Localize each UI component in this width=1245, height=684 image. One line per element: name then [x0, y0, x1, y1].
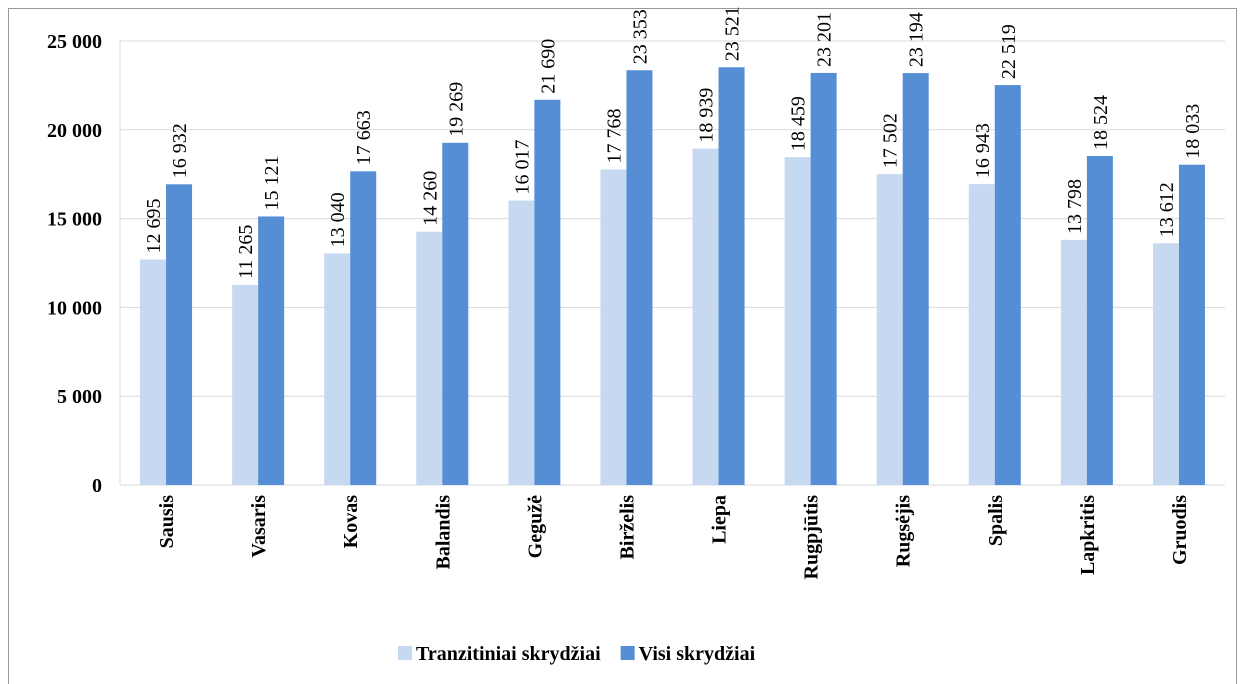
data-label: 19 269: [445, 82, 467, 137]
x-tick-label: Kovas: [340, 495, 362, 549]
bar: [1178, 164, 1205, 485]
x-tick-label: Liepa: [709, 495, 731, 544]
data-label: 11 265: [235, 225, 257, 279]
data-label: 22 519: [998, 24, 1020, 79]
bar: [442, 142, 469, 485]
bar: [324, 253, 351, 485]
data-label: 17 663: [353, 110, 375, 165]
x-tick-label: Spalis: [985, 495, 1007, 546]
data-label: 23 521: [722, 6, 744, 61]
data-label: 17 768: [603, 108, 625, 163]
y-tick-label: 25 000: [47, 31, 102, 53]
x-tick-label: Vasaris: [248, 495, 270, 558]
data-label: 17 502: [880, 113, 902, 168]
bar: [350, 171, 377, 485]
data-label: 16 943: [972, 123, 994, 178]
bar: [968, 184, 995, 485]
x-tick-label: Lapkritis: [1077, 495, 1099, 575]
bar: [876, 174, 903, 485]
bar: [232, 284, 259, 485]
bar: [692, 148, 719, 485]
data-label: 13 040: [327, 192, 349, 247]
y-tick-label: 20 000: [47, 120, 102, 142]
legend-label: Visi skrydžiai: [639, 643, 756, 665]
x-tick-label: Birželis: [616, 495, 638, 560]
bar: [508, 200, 535, 485]
bar: [258, 216, 285, 485]
data-label: 18 033: [1182, 104, 1204, 159]
x-tick-label: Gruodis: [1169, 495, 1191, 565]
y-tick-label: 0: [92, 475, 102, 497]
data-label: 18 459: [788, 96, 810, 151]
bar: [166, 184, 193, 486]
bar: [534, 99, 561, 486]
bar: [1060, 239, 1087, 485]
data-label: 12 695: [143, 199, 165, 254]
chart-frame: [8, 8, 1237, 684]
bar: [784, 157, 811, 486]
data-label: 23 201: [814, 12, 836, 67]
bar: [140, 259, 167, 485]
data-label: 16 932: [169, 123, 191, 178]
bar: [902, 73, 929, 486]
bar: [994, 85, 1021, 485]
x-tick-label: Rugpjūtis: [801, 495, 823, 580]
data-label: 18 524: [1090, 95, 1112, 150]
y-tick-label: 15 000: [47, 209, 102, 231]
x-tick-label: Balandis: [432, 495, 454, 570]
x-tick-label: Sausis: [156, 495, 178, 549]
data-label: 16 017: [511, 140, 533, 195]
data-label: 13 612: [1156, 182, 1178, 237]
bar: [416, 231, 443, 485]
data-label: 15 121: [261, 155, 283, 210]
data-label: 18 939: [696, 88, 718, 143]
bar: [1086, 156, 1113, 485]
bar: [600, 169, 627, 486]
y-tick-label: 5 000: [57, 386, 102, 408]
bar: [626, 70, 653, 485]
legend-swatch: [398, 646, 412, 660]
bar: [1152, 243, 1179, 485]
legend-swatch: [620, 646, 635, 660]
data-label: 23 353: [629, 9, 651, 64]
bar: [810, 72, 837, 485]
x-tick-label: Rugsėjis: [893, 495, 915, 567]
legend-label: Tranzitiniai skrydžiai: [416, 643, 601, 665]
data-label: 23 194: [906, 12, 928, 67]
data-label: 14 260: [419, 171, 441, 226]
y-tick-label: 10 000: [47, 297, 102, 319]
x-tick-label: Gegužė: [524, 495, 546, 558]
data-label: 13 798: [1064, 179, 1086, 234]
bar: [718, 67, 745, 486]
data-label: 21 690: [537, 39, 559, 94]
